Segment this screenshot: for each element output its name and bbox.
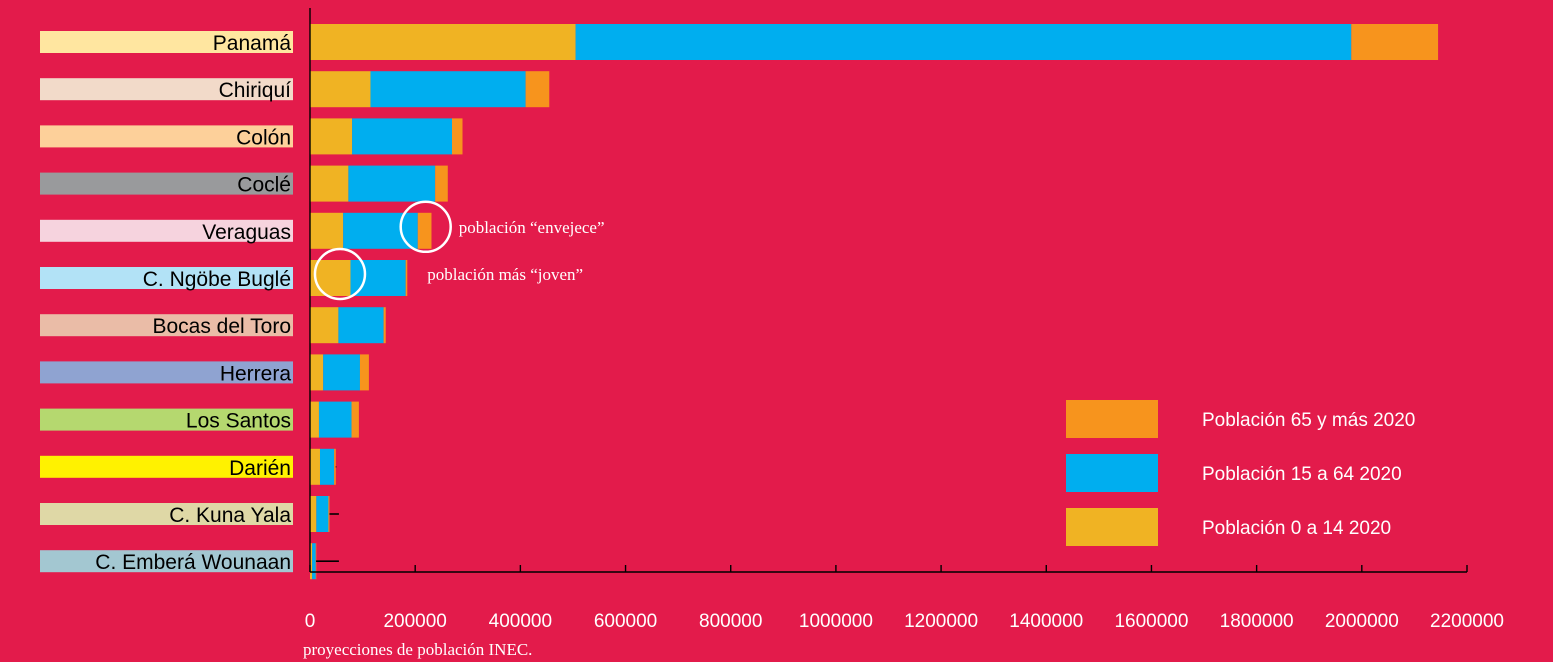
bar-chiriqui-poblacion-15-a-64-2020 xyxy=(370,71,526,108)
annotation-text-2: población más “joven” xyxy=(427,265,583,284)
x-tick-label-2000000: 2000000 xyxy=(1325,611,1399,632)
bar-bocas-del-toro-poblacion-0-a-14-2020 xyxy=(310,307,339,344)
bar-c-kuna-yala-poblacion-15-a-64-2020 xyxy=(316,496,329,532)
category-label-los-santos: Los Santos xyxy=(186,410,291,433)
bar-darien-poblacion-0-a-14-2020 xyxy=(310,448,320,485)
bar-bocas-del-toro-poblacion-15-a-64-2020 xyxy=(338,307,384,344)
x-tick-label-600000: 600000 xyxy=(594,611,657,632)
category-strip-panama xyxy=(40,31,293,53)
x-tick-label-200000: 200000 xyxy=(383,611,446,632)
bar-panama-poblacion-65-y-mas-2020 xyxy=(1351,24,1439,60)
legend-label-poblacion-65-y-mas-2020: Población 65 y más 2020 xyxy=(1202,410,1415,431)
bar-panama-poblacion-0-a-14-2020 xyxy=(310,24,576,60)
bar-c-embera-wounaan-poblacion-65-y-mas-2020 xyxy=(315,543,317,580)
bar-c-ngobe-bugle-poblacion-65-y-mas-2020 xyxy=(405,260,408,296)
bar-c-kuna-yala-poblacion-65-y-mas-2020 xyxy=(328,496,330,532)
bar-colon-poblacion-65-y-mas-2020 xyxy=(451,118,463,155)
category-labels: Panamá Chiriquí Colón Coclé Veraguas C. Ngöbe… xyxy=(40,31,293,574)
bar-herrera-poblacion-65-y-mas-2020 xyxy=(359,354,369,391)
category-strip-cocle xyxy=(40,172,293,195)
legend-label-poblacion-15-a-64-2020: Población 15 a 64 2020 xyxy=(1202,464,1402,485)
category-label-colon: Colón xyxy=(236,126,291,149)
bar-c-embera-wounaan-poblacion-0-a-14-2020 xyxy=(310,543,313,580)
bar-c-kuna-yala-poblacion-0-a-14-2020 xyxy=(310,496,317,532)
x-tick-label-2200000: 2200000 xyxy=(1430,611,1504,632)
bar-los-santos-poblacion-0-a-14-2020 xyxy=(310,401,319,438)
bar-veraguas-poblacion-0-a-14-2020 xyxy=(310,212,344,249)
bar-chiriqui-poblacion-65-y-mas-2020 xyxy=(525,71,550,108)
bar-los-santos-poblacion-15-a-64-2020 xyxy=(318,401,352,438)
bar-panama-poblacion-15-a-64-2020 xyxy=(575,24,1352,60)
annotation-circle-2 xyxy=(313,247,367,301)
legend-swatch-poblacion-15-a-64-2020 xyxy=(1066,454,1158,492)
legend-swatch-poblacion-65-y-mas-2020 xyxy=(1066,400,1158,438)
category-label-c-ngobe-bugle: C. Ngöbe Buglé xyxy=(143,268,291,291)
category-strip-colon xyxy=(40,125,293,148)
category-strip-c-ngobe-bugle xyxy=(40,267,293,289)
x-tick-label-800000: 800000 xyxy=(699,611,762,632)
annotation-text-1: población “envejece” xyxy=(459,218,605,237)
category-strip-los-santos xyxy=(40,408,293,431)
category-label-panama: Panamá xyxy=(213,32,292,55)
annotations: población “envejece” población más “joven… xyxy=(313,200,605,301)
bar-chiriqui-poblacion-0-a-14-2020 xyxy=(310,71,371,108)
category-label-bocas-del-toro: Bocas del Toro xyxy=(152,315,291,338)
x-tick-label-1600000: 1600000 xyxy=(1114,611,1188,632)
bar-cocle-poblacion-0-a-14-2020 xyxy=(310,165,349,202)
category-strip-c-kuna-yala xyxy=(40,503,293,525)
category-strip-darien xyxy=(40,455,293,478)
legend: Población 65 y más 2020 Población 15 a 64… xyxy=(1066,400,1415,546)
category-strip-chiriqui xyxy=(40,78,293,101)
x-tick-labels: 0 200000 400000 600000 800000 1000000 1200000 1… xyxy=(305,611,1504,632)
category-strip-c-embera-wounaan xyxy=(40,550,293,573)
axes xyxy=(309,8,1468,573)
bar-cocle-poblacion-65-y-mas-2020 xyxy=(435,165,448,202)
x-tick-label-0: 0 xyxy=(305,611,316,632)
category-strip-bocas-del-toro xyxy=(40,314,293,337)
bars xyxy=(310,24,1439,580)
category-label-chiriqui: Chiriquí xyxy=(219,79,292,102)
category-label-veraguas: Veraguas xyxy=(202,221,291,244)
category-strip-herrera xyxy=(40,361,293,384)
source-note: proyecciones de población INEC. xyxy=(303,640,532,659)
category-label-c-kuna-yala: C. Kuna Yala xyxy=(169,504,291,527)
bar-herrera-poblacion-15-a-64-2020 xyxy=(323,354,360,391)
bar-bocas-del-toro-poblacion-65-y-mas-2020 xyxy=(383,307,386,344)
bar-colon-poblacion-0-a-14-2020 xyxy=(310,118,353,155)
category-label-cocle: Coclé xyxy=(237,174,291,197)
bar-c-embera-wounaan-poblacion-15-a-64-2020 xyxy=(312,543,316,580)
x-tick-label-1800000: 1800000 xyxy=(1220,611,1294,632)
error-bars xyxy=(316,465,339,563)
bar-veraguas-poblacion-65-y-mas-2020 xyxy=(417,212,432,249)
bar-darien-poblacion-15-a-64-2020 xyxy=(319,448,335,485)
legend-label-poblacion-0-a-14-2020: Población 0 a 14 2020 xyxy=(1202,518,1391,539)
bar-herrera-poblacion-0-a-14-2020 xyxy=(310,354,324,391)
bar-los-santos-poblacion-65-y-mas-2020 xyxy=(351,401,359,438)
category-strip-veraguas xyxy=(40,219,293,242)
category-label-c-embera-wounaan: C. Emberá Wounaan xyxy=(95,551,291,574)
bar-colon-poblacion-15-a-64-2020 xyxy=(352,118,452,155)
annotation-circle-1 xyxy=(399,200,452,254)
bar-darien-poblacion-65-y-mas-2020 xyxy=(334,448,336,485)
bar-cocle-poblacion-15-a-64-2020 xyxy=(348,165,436,202)
x-tick-label-1200000: 1200000 xyxy=(904,611,978,632)
category-label-herrera: Herrera xyxy=(220,362,292,385)
category-label-darien: Darién xyxy=(229,457,291,480)
x-tick-label-1000000: 1000000 xyxy=(799,611,873,632)
x-tick-label-1400000: 1400000 xyxy=(1009,611,1083,632)
legend-swatch-poblacion-0-a-14-2020 xyxy=(1066,508,1158,546)
x-tick-label-400000: 400000 xyxy=(489,611,552,632)
